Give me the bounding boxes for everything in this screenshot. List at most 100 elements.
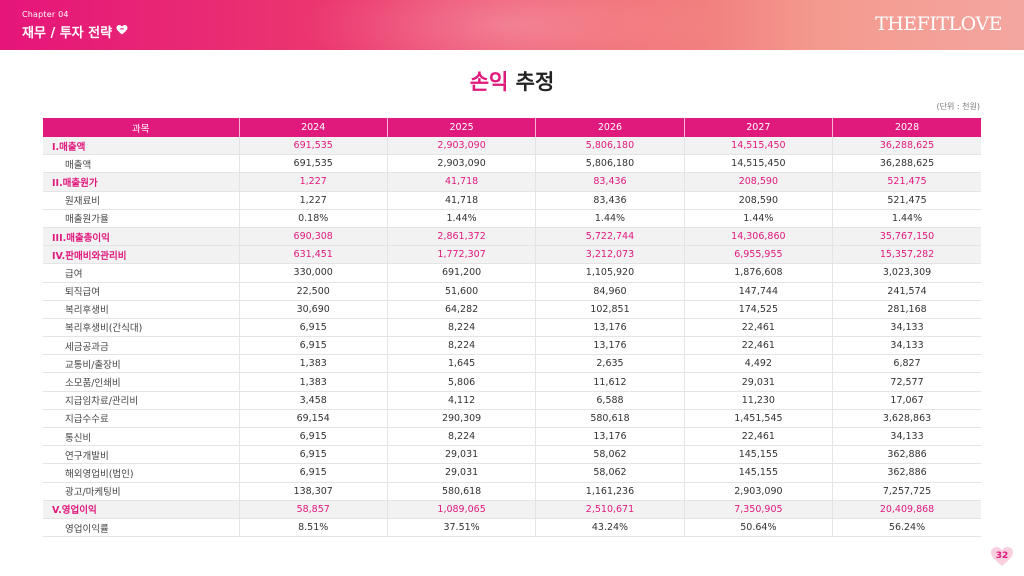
value-cell: 8,224 <box>387 336 537 356</box>
value-cell: 22,461 <box>684 336 834 356</box>
value-cell: 22,461 <box>684 427 834 447</box>
value-cell: 41,718 <box>387 191 537 210</box>
value-cell: 690,308 <box>239 227 388 247</box>
row-label: 원재료비 <box>43 191 240 210</box>
value-cell: 2,510,671 <box>535 500 685 519</box>
table-row: 복리후생비 30,690 64,282 102,851 174,525 281,168 <box>43 300 981 319</box>
value-cell: 3,458 <box>239 391 388 410</box>
value-cell: 14,515,450 <box>684 154 834 174</box>
table-row: 매출액 691,535 2,903,090 5,806,180 14,515,450 36… <box>43 154 981 174</box>
value-cell: 1,451,545 <box>684 409 834 429</box>
value-cell: 64,282 <box>387 300 537 319</box>
value-cell: 43.24% <box>535 518 685 538</box>
banner-glow <box>300 0 720 50</box>
row-label: 해외영업비(법인) <box>43 463 240 483</box>
row-label: 연구개발비 <box>43 445 240 465</box>
header-banner: Chapter 04 재무 / 투자 전략 THEFITLOVE <box>0 0 1024 50</box>
category-row: II.매출원가 1,227 41,718 83,436 208,590 521,475 <box>43 172 981 192</box>
column-header-subject: 과목 <box>43 118 240 137</box>
row-label: 복리후생비(간식대) <box>43 318 240 338</box>
value-cell: 29,031 <box>684 372 834 392</box>
value-cell: 5,806,180 <box>535 137 685 156</box>
table-row: 연구개발비 6,915 29,031 58,062 145,155 362,886 <box>43 445 981 465</box>
value-cell: 3,212,073 <box>535 245 685 265</box>
page-number-badge: 32 <box>990 545 1014 567</box>
value-cell: 362,886 <box>832 463 981 483</box>
row-label: IV.판매비와관리비 <box>43 245 240 265</box>
row-label: II.매출원가 <box>43 172 240 192</box>
value-cell: 1.44% <box>387 209 537 228</box>
table-row: 복리후생비(간식대) 6,915 8,224 13,176 22,461 34,133 <box>43 318 981 338</box>
table-row: 지급수수료 69,154 290,309 580,618 1,451,545 3,628,… <box>43 409 981 429</box>
value-cell: 8,224 <box>387 427 537 447</box>
value-cell: 2,903,090 <box>387 154 537 174</box>
row-label: III.매출총이익 <box>43 227 240 247</box>
row-label: 퇴직급여 <box>43 282 240 301</box>
row-label: 교통비/출장비 <box>43 354 240 374</box>
table-header-row: 과목 2024 2025 2026 2027 2028 <box>43 118 981 137</box>
value-cell: 1,161,236 <box>535 482 685 501</box>
table-row: 소모품/인쇄비 1,383 5,806 11,612 29,031 72,577 <box>43 372 981 392</box>
category-row: IV.판매비와관리비 631,451 1,772,307 3,212,073 6,955… <box>43 245 981 265</box>
value-cell: 691,535 <box>239 137 388 156</box>
chapter-label: Chapter 04 <box>22 10 69 19</box>
value-cell: 281,168 <box>832 300 981 319</box>
value-cell: 5,806 <box>387 372 537 392</box>
value-cell: 2,861,372 <box>387 227 537 247</box>
value-cell: 13,176 <box>535 336 685 356</box>
value-cell: 1,645 <box>387 354 537 374</box>
value-cell: 20,409,868 <box>832 500 981 519</box>
category-row: I.매출액 691,535 2,903,090 5,806,180 14,515,450… <box>43 137 981 156</box>
value-cell: 6,827 <box>832 354 981 374</box>
value-cell: 691,535 <box>239 154 388 174</box>
page-title-accent: 손익 <box>469 70 509 94</box>
row-label: 소모품/인쇄비 <box>43 372 240 392</box>
value-cell: 1,227 <box>239 172 388 192</box>
page-title: 손익 추정 <box>0 66 1024 96</box>
heart-icon <box>991 547 1013 566</box>
row-label: I.매출액 <box>43 137 240 156</box>
value-cell: 5,722,744 <box>535 227 685 247</box>
value-cell: 13,176 <box>535 318 685 338</box>
value-cell: 1,772,307 <box>387 245 537 265</box>
value-cell: 29,031 <box>387 445 537 465</box>
value-cell: 56.24% <box>832 518 981 538</box>
value-cell: 15,357,282 <box>832 245 981 265</box>
value-cell: 1.44% <box>535 209 685 228</box>
value-cell: 1,876,608 <box>684 263 834 283</box>
value-cell: 6,915 <box>239 336 388 356</box>
value-cell: 29,031 <box>387 463 537 483</box>
value-cell: 4,112 <box>387 391 537 410</box>
value-cell: 22,500 <box>239 282 388 301</box>
value-cell: 3,023,309 <box>832 263 981 283</box>
value-cell: 2,903,090 <box>387 137 537 156</box>
value-cell: 1.44% <box>684 209 834 228</box>
value-cell: 72,577 <box>832 372 981 392</box>
brand-logo: THEFITLOVE <box>875 13 1002 35</box>
value-cell: 51,600 <box>387 282 537 301</box>
page-title-rest: 추정 <box>508 70 555 94</box>
value-cell: 1,089,065 <box>387 500 537 519</box>
table-row: 영업이익률 8.51% 37.51% 43.24% 50.64% 56.24% <box>43 518 981 538</box>
value-cell: 6,915 <box>239 445 388 465</box>
column-header-year: 2026 <box>535 118 685 137</box>
table-row: 교통비/출장비 1,383 1,645 2,635 4,492 6,827 <box>43 354 981 374</box>
value-cell: 1.44% <box>832 209 981 228</box>
value-cell: 580,618 <box>535 409 685 429</box>
value-cell: 208,590 <box>684 191 834 210</box>
table-row: 해외영업비(법인) 6,915 29,031 58,062 145,155 362,886 <box>43 463 981 483</box>
value-cell: 691,200 <box>387 263 537 283</box>
value-cell: 58,062 <box>535 445 685 465</box>
value-cell: 3,628,863 <box>832 409 981 429</box>
category-row: III.매출총이익 690,308 2,861,372 5,722,744 14,306… <box>43 227 981 247</box>
category-row: V.영업이익 58,857 1,089,065 2,510,671 7,350,905 2… <box>43 500 981 519</box>
value-cell: 17,067 <box>832 391 981 410</box>
column-header-year: 2027 <box>684 118 834 137</box>
value-cell: 11,612 <box>535 372 685 392</box>
table-row: 통신비 6,915 8,224 13,176 22,461 34,133 <box>43 427 981 447</box>
value-cell: 8,224 <box>387 318 537 338</box>
value-cell: 84,960 <box>535 282 685 301</box>
value-cell: 138,307 <box>239 482 388 501</box>
value-cell: 580,618 <box>387 482 537 501</box>
value-cell: 1,383 <box>239 372 388 392</box>
